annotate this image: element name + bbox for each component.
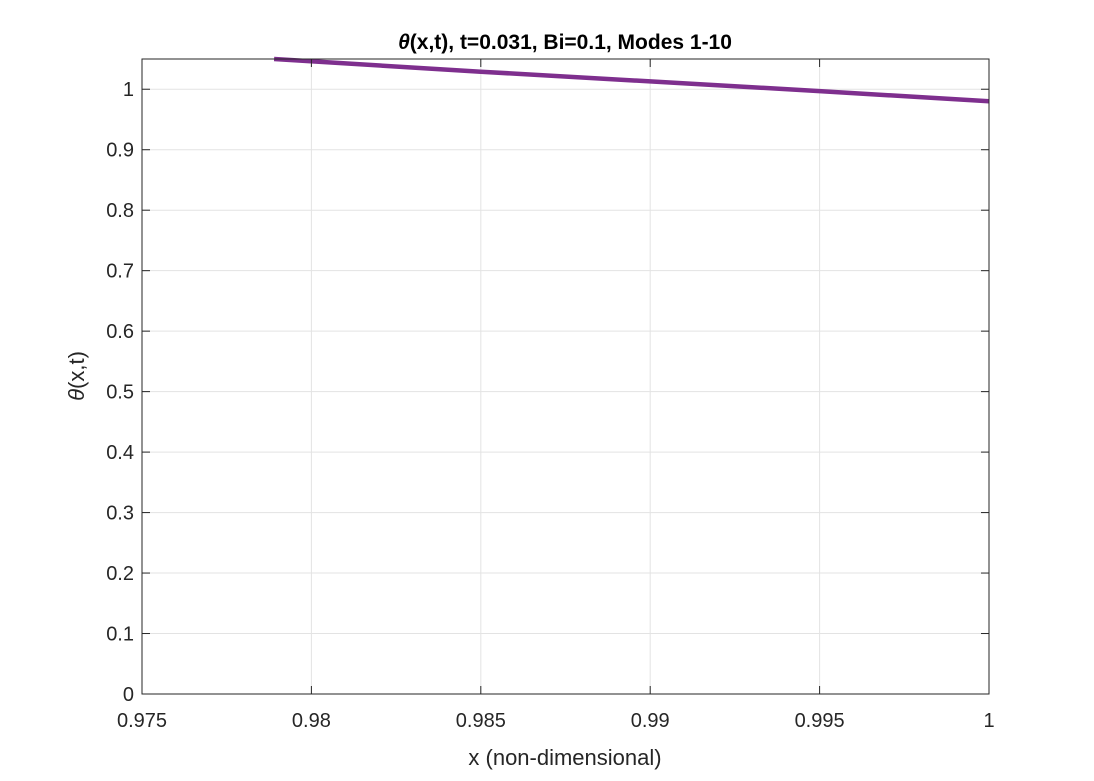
y-tick-label: 0.2 [106,563,134,585]
y-tick-label: 0.8 [106,200,134,222]
axis-ticks [141,59,990,695]
y-tick-label: 0.3 [106,503,134,525]
x-tick-label: 0.975 [117,710,167,732]
x-tick-label: 0.98 [292,710,331,732]
x-axis-label: x (non-dimensional) [468,745,661,770]
y-tick-label: 0 [123,684,134,706]
grid-lines [141,59,990,695]
x-tick-label: 0.99 [631,710,670,732]
y-tick-label: 0.4 [106,442,134,464]
x-tick-label: 0.995 [795,710,845,732]
y-tick-label: 0.5 [106,382,134,404]
chart-title: θ(x,t), t=0.031, Bi=0.1, Modes 1-10 [398,31,732,54]
plot-series [273,56,990,104]
y-tick-label: 0.7 [106,261,134,283]
x-tick-label: 1 [983,710,994,732]
y-tick-label: 0.1 [106,624,134,646]
x-tick-label: 0.985 [456,710,506,732]
x-tick-labels: 0.975 0.98 0.985 0.99 0.995 1 [117,710,995,732]
plot-area [141,58,990,695]
y-tick-label: 1 [123,79,134,101]
y-tick-label: 0.9 [106,140,134,162]
y-tick-label: 0.6 [106,321,134,343]
series-line [273,56,990,104]
y-axis-label: θ(x,t) [64,351,89,401]
y-tick-labels: 0 0.1 0.2 0.3 0.4 0.5 0.6 0.7 0.8 0.9 1 [106,79,134,706]
